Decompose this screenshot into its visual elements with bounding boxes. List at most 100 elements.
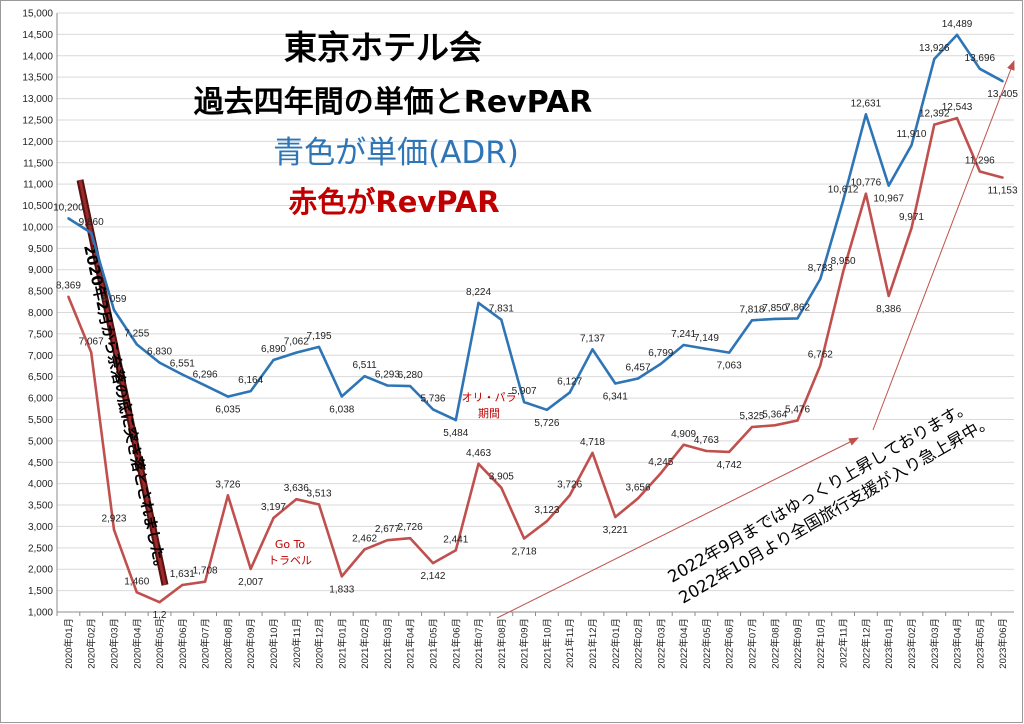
y-tick-label: 8,000	[28, 308, 53, 319]
y-tick-label: 6,000	[28, 394, 53, 405]
data-label: 6,511	[352, 360, 377, 371]
data-point	[431, 561, 435, 565]
olympics-label-line1: オリ・パラ	[462, 391, 517, 404]
data-point	[659, 362, 663, 366]
y-tick-label: 10,000	[22, 222, 53, 233]
data-label: 8,783	[808, 263, 833, 274]
data-point	[363, 548, 366, 551]
x-tick-label: 2021年05月	[427, 618, 439, 669]
data-label: 6,799	[648, 348, 673, 359]
data-point	[773, 424, 776, 427]
x-tick-label: 2023年03月	[929, 618, 941, 669]
x-tick-label: 2023年05月	[974, 618, 986, 669]
data-label: 6,038	[329, 404, 354, 415]
data-label: 3,656	[626, 482, 651, 493]
x-tick-label: 2022年05月	[701, 618, 713, 669]
y-tick-label: 9,000	[28, 265, 53, 276]
data-label: 6,280	[398, 370, 423, 381]
y-axis-ticks: 1,000 1,500 2,000 2,500 3,000 3,500 4,000 4,500…	[22, 9, 53, 619]
data-point	[112, 308, 116, 312]
data-point	[340, 575, 344, 578]
x-tick-label: 2020年04月	[131, 618, 143, 669]
data-point	[796, 419, 799, 422]
x-tick-label: 2022年11月	[838, 618, 850, 668]
data-point	[864, 192, 868, 195]
data-label: 13,405	[987, 89, 1018, 100]
data-label: 2,718	[512, 546, 537, 557]
data-point	[796, 317, 799, 320]
x-tick-label: 2022年09月	[792, 618, 804, 669]
data-point	[933, 57, 936, 61]
data-point	[112, 528, 116, 531]
goto-label-line2: トラベル	[268, 554, 312, 567]
data-label: 2,726	[398, 522, 423, 533]
x-tick-label: 2021年08月	[496, 618, 508, 669]
data-label: 8,369	[56, 281, 81, 292]
y-tick-label: 10,500	[22, 201, 53, 212]
trend-arrows	[496, 60, 1015, 619]
data-label: 7,850	[762, 303, 787, 314]
x-axis-ticks: 2020年01月 2020年02月 2020年03月 2020年04月 2020年05月…	[56, 612, 1009, 669]
data-point	[591, 348, 594, 351]
data-point	[727, 351, 731, 354]
y-tick-label: 8,500	[28, 287, 53, 298]
data-point	[226, 395, 230, 398]
data-label: 3,513	[307, 488, 332, 499]
data-point	[67, 217, 70, 220]
data-label: 8,950	[831, 256, 856, 267]
data-point	[522, 537, 526, 540]
data-label: 5,907	[512, 386, 537, 397]
data-label: 9,971	[899, 212, 924, 223]
x-tick-label: 2020年07月	[200, 618, 212, 669]
x-tick-label: 2020年08月	[222, 618, 234, 669]
y-tick-label: 4,000	[28, 479, 53, 490]
data-point	[910, 144, 913, 147]
data-label: 6,551	[170, 358, 195, 369]
data-label: 7,241	[671, 329, 696, 340]
data-point	[431, 408, 435, 411]
data-point	[203, 580, 207, 583]
data-point	[135, 343, 138, 346]
data-point	[841, 270, 845, 274]
data-point	[819, 364, 822, 367]
data-point	[408, 536, 412, 540]
data-label: 5,484	[443, 428, 468, 439]
data-point	[978, 170, 982, 173]
x-tick-label: 2021年09月	[519, 618, 531, 669]
x-tick-label: 2021年07月	[473, 618, 485, 669]
data-point	[910, 226, 913, 230]
data-label: 4,718	[580, 437, 605, 448]
data-label: 7,149	[694, 333, 719, 344]
x-tick-label: 2020年05月	[154, 618, 166, 669]
data-label: 8,224	[466, 287, 491, 298]
x-tick-label: 2022年10月	[815, 618, 827, 669]
data-label: 2,923	[101, 514, 126, 525]
data-point	[568, 494, 571, 497]
y-tick-label: 14,500	[22, 30, 53, 41]
revpar-line	[67, 116, 1003, 604]
x-tick-label: 2020年09月	[245, 618, 257, 669]
data-label: 12,631	[851, 98, 882, 109]
x-tick-label: 2023年06月	[997, 618, 1009, 669]
y-tick-label: 7,500	[28, 329, 53, 340]
data-label: 13,696	[965, 53, 996, 64]
data-label: 6,830	[147, 347, 172, 358]
data-point	[819, 277, 822, 281]
fast-rise-arrow	[872, 60, 1015, 431]
data-point	[500, 318, 503, 321]
data-point	[727, 450, 731, 454]
data-point	[705, 449, 708, 453]
data-point	[682, 343, 685, 347]
data-point	[978, 67, 982, 70]
data-label: 4,763	[694, 435, 719, 446]
data-label: 6,890	[261, 344, 286, 355]
data-label: 7,062	[284, 337, 309, 348]
data-label: 1,2	[153, 610, 167, 621]
data-label: 11,153	[988, 186, 1018, 197]
data-point	[158, 601, 161, 604]
data-label: 5,364	[762, 409, 787, 420]
data-label: 6,035	[215, 405, 240, 416]
data-label: 7,255	[124, 328, 149, 339]
x-tick-label: 2023年02月	[906, 618, 918, 669]
